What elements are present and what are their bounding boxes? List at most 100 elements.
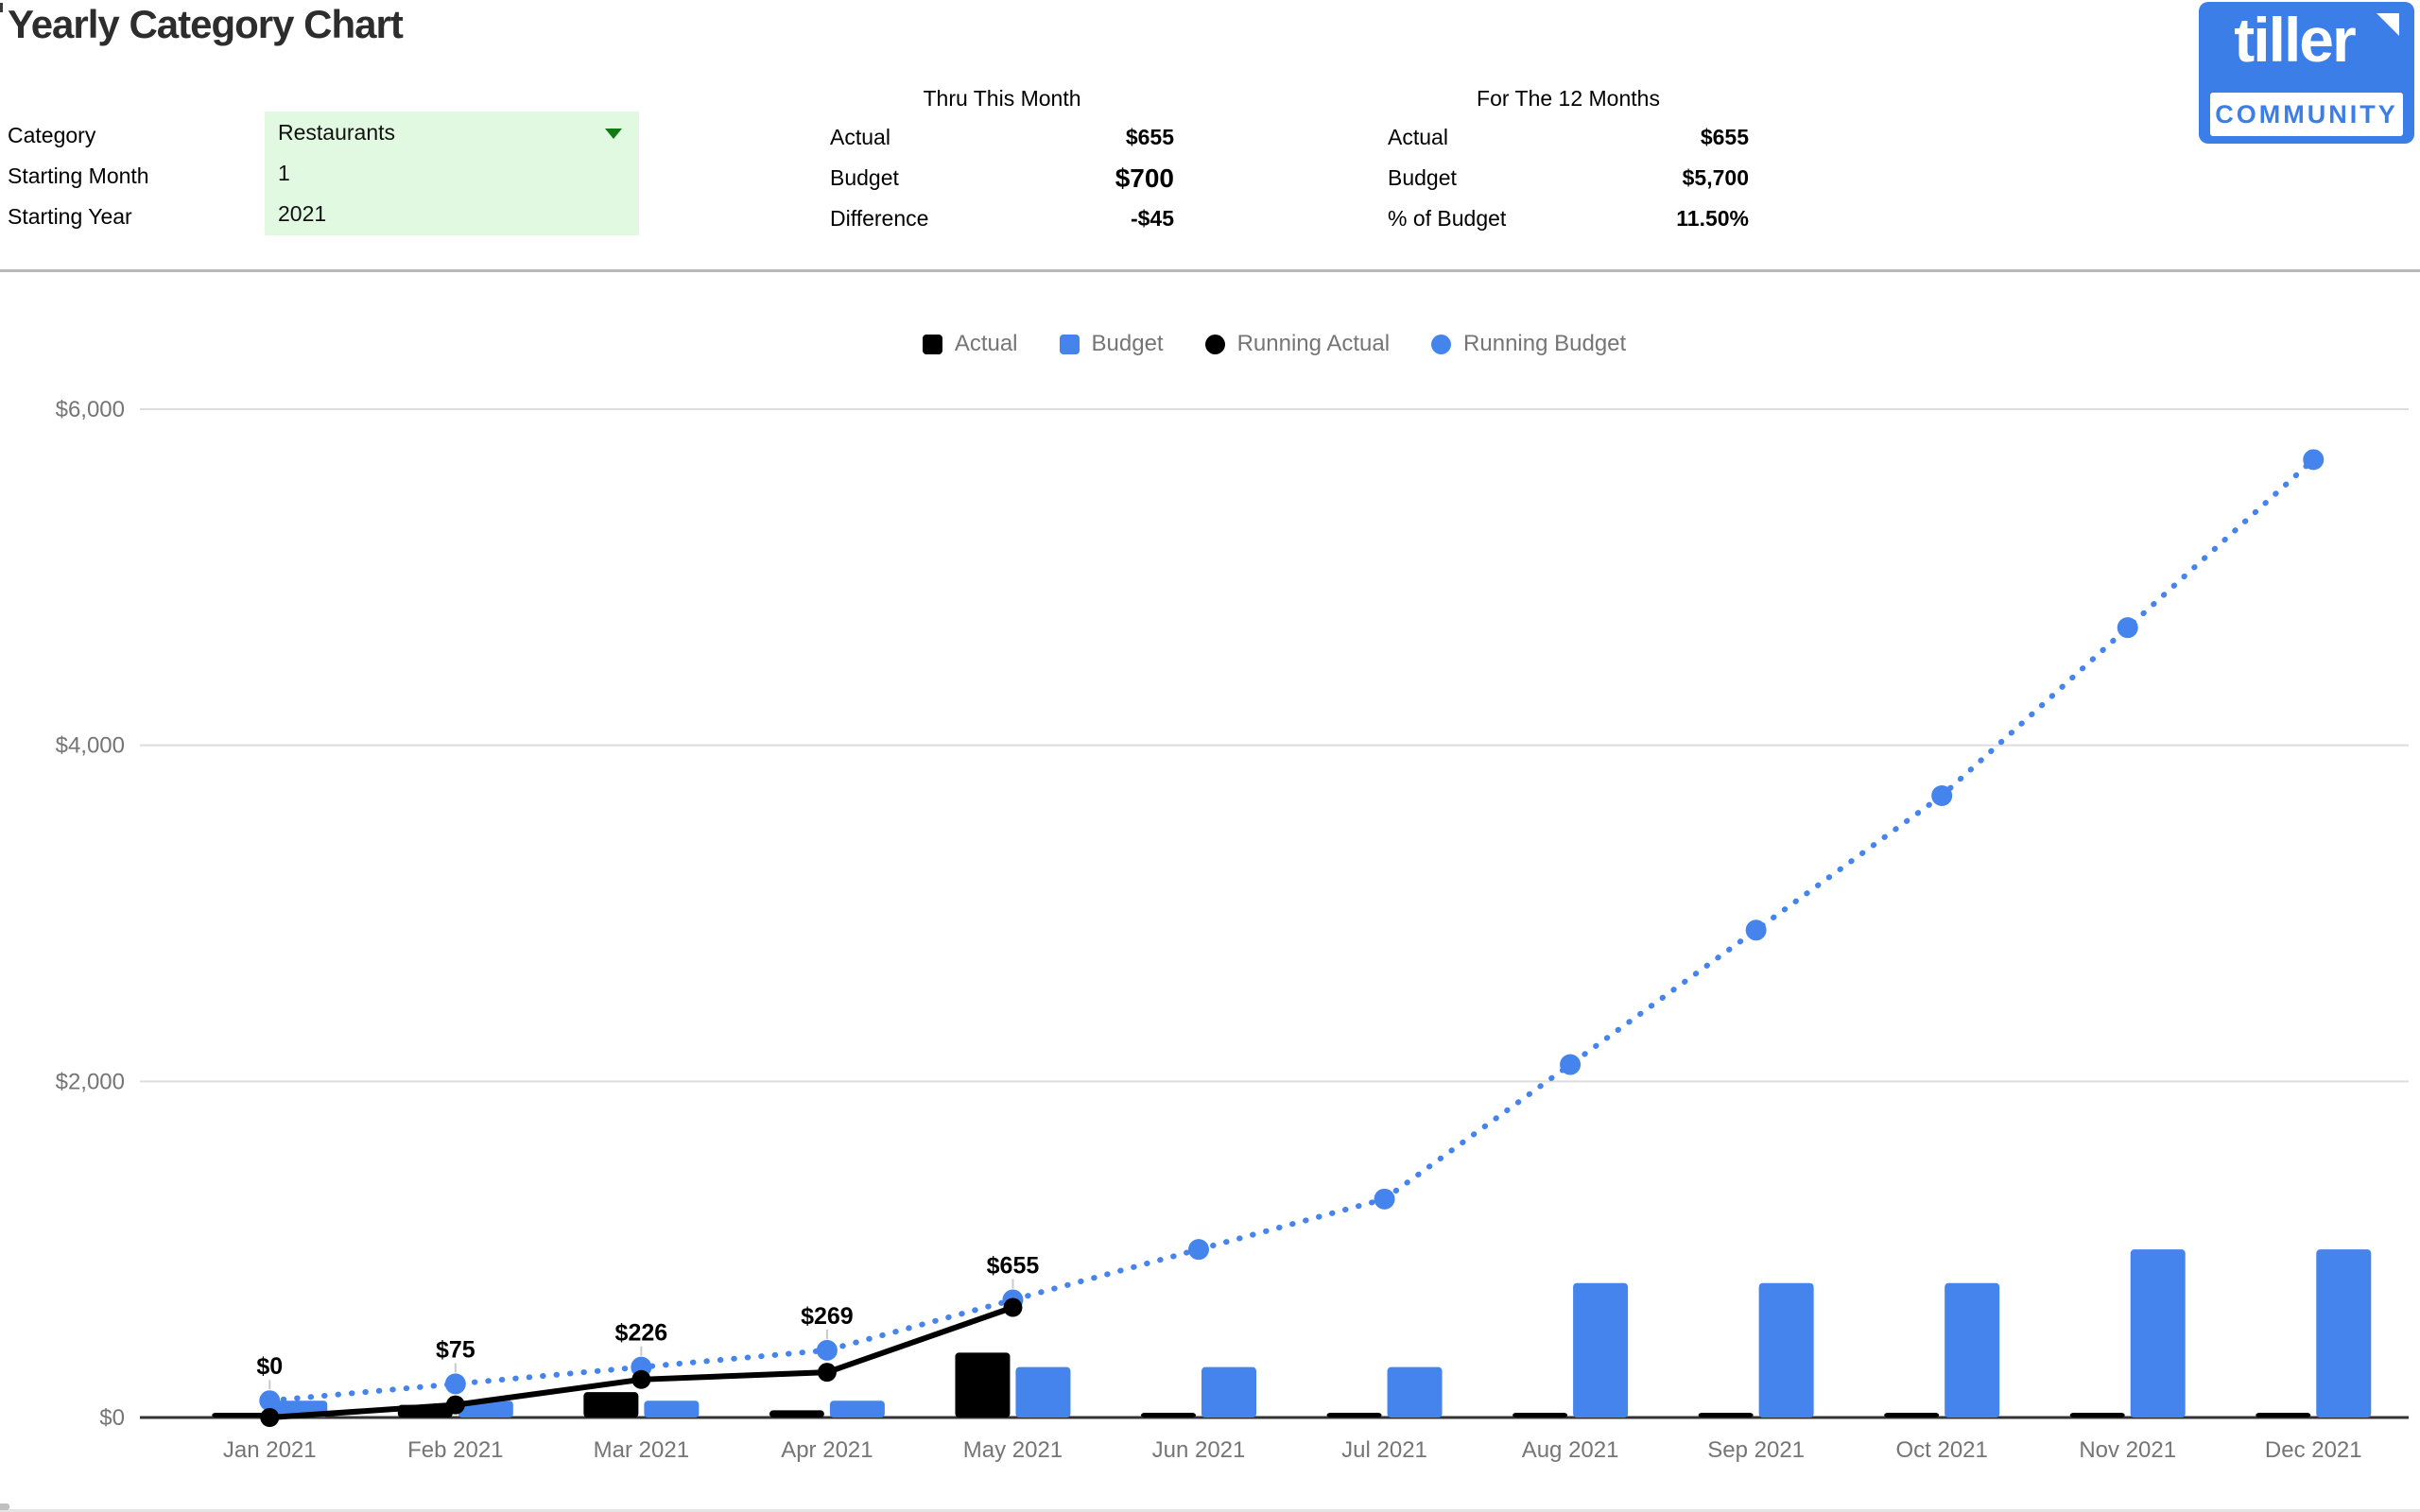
legend-item-running-actual: Running Actual [1204, 331, 1391, 357]
stat-value: $655 [1125, 125, 1174, 149]
bar-budget-jul-2021 [1387, 1366, 1443, 1418]
running-budget-line [267, 456, 2317, 1404]
x-axis-label-oct-2021: Oct 2021 [1895, 1437, 1987, 1463]
running-actual-point-mar-2021 [631, 1369, 651, 1389]
bar-budget-dec-2021 [2316, 1249, 2372, 1418]
stat-value: -$45 [1130, 206, 1174, 231]
starting-month-value: 1 [278, 161, 290, 185]
stat-row-actual: Actual $655 [830, 117, 1174, 158]
legend-label: Budget [1091, 331, 1164, 356]
summary-heading: For The 12 Months [1477, 86, 1660, 111]
legend-label: Actual [954, 331, 1018, 356]
stat-label: Budget [830, 165, 899, 190]
starting-year-field[interactable]: 2021 [265, 193, 639, 233]
bottom-scrollbar-track[interactable] [0, 1509, 2420, 1512]
starting-year-label: Starting Year [8, 204, 132, 229]
bar-budget-nov-2021 [2130, 1249, 2186, 1418]
x-axis-label-dec-2021: Dec 2021 [2265, 1437, 2362, 1463]
window-edge-artifact [0, 3, 3, 12]
legend-label: Running Actual [1236, 331, 1391, 356]
stat-row-budget: Budget $700 [830, 158, 1174, 198]
legend-square-swatch [922, 334, 942, 354]
summary-thru-this-month: Thru This Month Actual $655 Budget $700 … [830, 79, 1174, 239]
x-axis-label-apr-2021: Apr 2021 [781, 1437, 873, 1463]
chart-legend: Actual Budget Running Actual Running Budget [140, 331, 2409, 357]
category-label: Category [8, 123, 96, 147]
annotation-jan-2021: $0 [256, 1353, 283, 1380]
y-axis-tick-label: $4,000 [56, 733, 125, 759]
running-actual-point-may-2021 [1003, 1297, 1023, 1317]
x-axis-label-may-2021: May 2021 [963, 1437, 1063, 1463]
summary-heading: Thru This Month [923, 86, 1081, 111]
running-budget-point-jan-2021 [259, 1390, 281, 1412]
x-axis-label-jun-2021: Jun 2021 [1152, 1437, 1246, 1463]
legend-item-budget: Budget [1059, 331, 1164, 357]
legend-label: Running Budget [1463, 331, 1627, 356]
stat-value: 11.50% [1676, 206, 1749, 231]
category-select[interactable]: Restaurants [265, 112, 639, 152]
stat-row-actual: Actual $655 [1388, 117, 1749, 158]
bar-budget-sep-2021 [1758, 1282, 1814, 1418]
bar-actual-jan-2021 [212, 1413, 268, 1418]
stat-row-budget: Budget $5,700 [1388, 158, 1749, 198]
chart-controls-input-area: Restaurants 1 2021 [265, 112, 639, 235]
bar-actual-oct-2021 [1884, 1413, 1940, 1418]
running-actual-point-apr-2021 [817, 1363, 837, 1383]
x-axis-label-aug-2021: Aug 2021 [1522, 1437, 1619, 1463]
bar-actual-may-2021 [955, 1352, 1011, 1418]
annotation-may-2021: $655 [987, 1253, 1040, 1280]
x-axis-label-sep-2021: Sep 2021 [1707, 1437, 1805, 1463]
starting-year-value: 2021 [278, 201, 327, 226]
bar-budget-may-2021 [1015, 1366, 1071, 1418]
scrollbar-corner-nub[interactable] [0, 1503, 9, 1510]
starting-month-label: Starting Month [8, 163, 149, 188]
legend-circle-swatch [1431, 334, 1452, 354]
header-divider [0, 269, 2420, 272]
starting-month-field[interactable]: 1 [265, 152, 639, 193]
bar-actual-dec-2021 [2256, 1413, 2311, 1418]
bar-actual-jul-2021 [1326, 1413, 1382, 1418]
page-title: Yearly Category Chart [8, 2, 404, 46]
summary-for-12-months: For The 12 Months Actual $655 Budget $5,… [1388, 79, 1749, 239]
legend-square-swatch [1059, 334, 1080, 354]
annotation-mar-2021: $226 [615, 1320, 668, 1347]
stat-label: Difference [830, 206, 929, 231]
running-budget-point-jun-2021 [1188, 1239, 1209, 1261]
bar-actual-jun-2021 [1141, 1413, 1196, 1418]
bar-budget-jun-2021 [1201, 1366, 1256, 1418]
annotation-feb-2021: $75 [436, 1336, 475, 1363]
chevron-down-icon[interactable] [605, 129, 622, 139]
stat-value: $700 [1115, 163, 1174, 193]
y-axis-tick-label: $6,000 [56, 397, 125, 422]
running-budget-point-sep-2021 [1745, 919, 1767, 941]
bar-actual-nov-2021 [2069, 1413, 2125, 1418]
bar-budget-apr-2021 [829, 1400, 885, 1418]
running-actual-point-feb-2021 [445, 1395, 465, 1415]
bar-budget-oct-2021 [1945, 1282, 2000, 1418]
bar-budget-mar-2021 [644, 1400, 700, 1418]
running-budget-point-oct-2021 [1931, 785, 1953, 807]
bar-actual-sep-2021 [1698, 1413, 1754, 1418]
bar-budget-aug-2021 [1573, 1282, 1629, 1418]
running-budget-point-nov-2021 [2117, 617, 2138, 639]
stat-label: Budget [1388, 165, 1457, 190]
stat-label: % of Budget [1388, 206, 1507, 231]
running-budget-point-dec-2021 [2303, 449, 2325, 471]
x-axis-label-mar-2021: Mar 2021 [594, 1437, 689, 1463]
stat-label: Actual [1388, 125, 1448, 149]
community-badge: COMMUNITY [2210, 93, 2403, 136]
tiller-wordmark: tiller [2234, 5, 2356, 75]
x-axis-label-jul-2021: Jul 2021 [1341, 1437, 1427, 1463]
category-value: Restaurants [278, 120, 396, 145]
running-actual-point-jan-2021 [260, 1408, 280, 1427]
legend-item-running-budget: Running Budget [1431, 331, 1626, 357]
stat-row-pct-of-budget: % of Budget 11.50% [1388, 198, 1749, 239]
legend-item-actual: Actual [922, 331, 1018, 357]
annotation-apr-2021: $269 [801, 1303, 854, 1330]
tiller-flag-icon [2377, 13, 2399, 36]
stat-value: $655 [1700, 125, 1749, 149]
stat-label: Actual [830, 125, 890, 149]
stat-row-difference: Difference -$45 [830, 198, 1174, 239]
legend-circle-swatch [1204, 334, 1225, 354]
